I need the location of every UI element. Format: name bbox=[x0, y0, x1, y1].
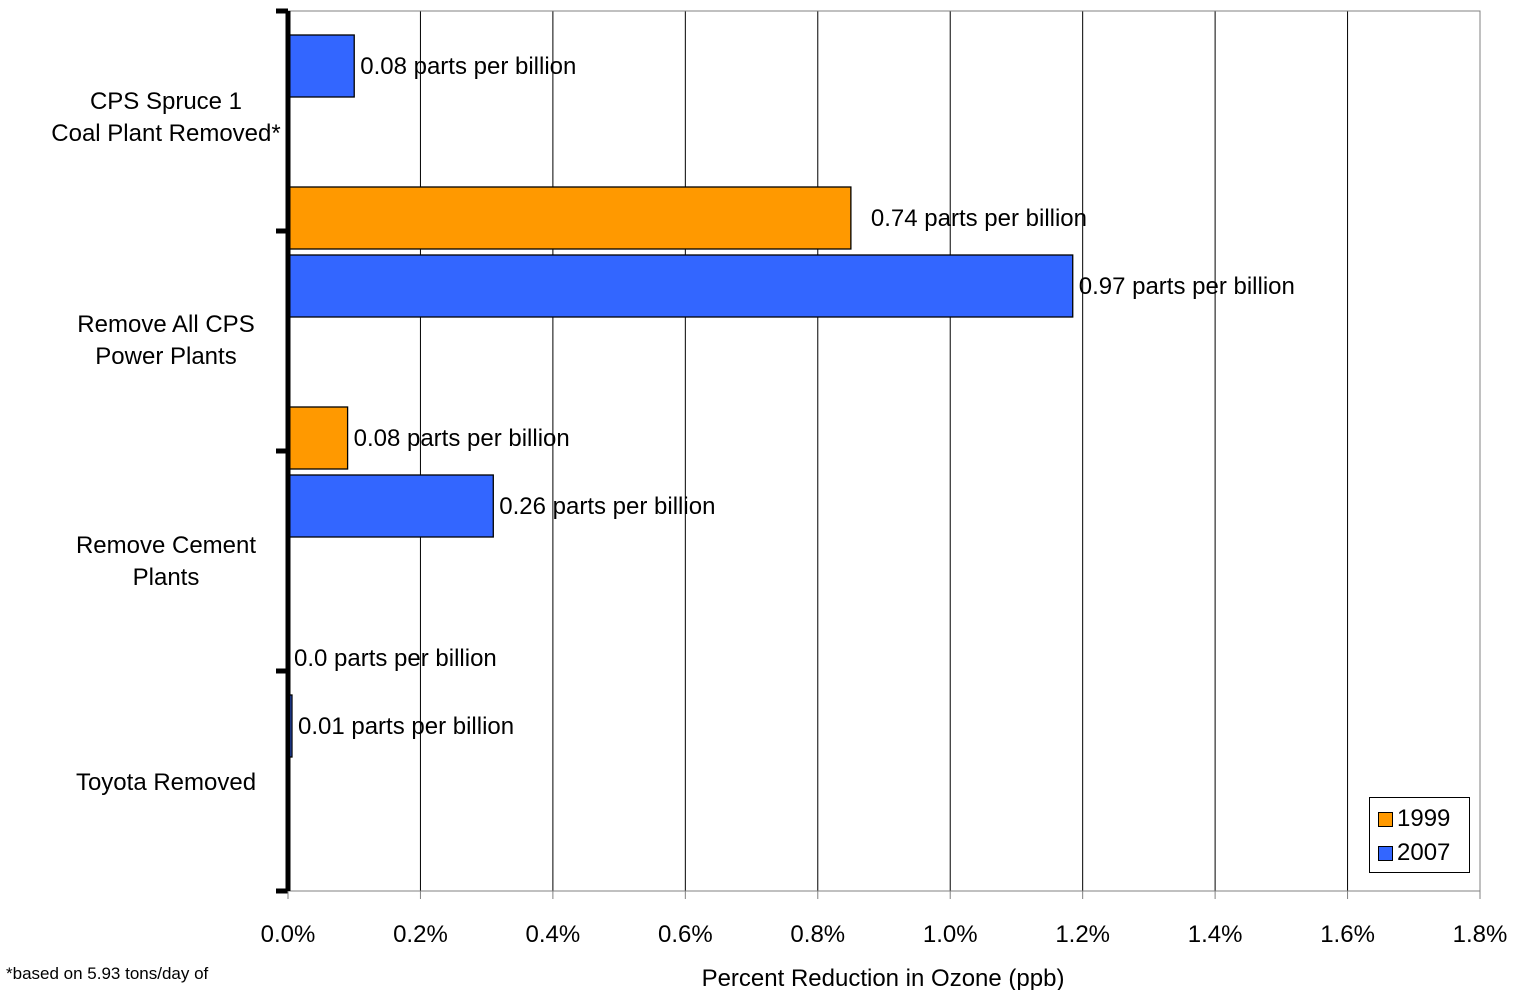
x-axis-title: Percent Reduction in Ozone (ppb) bbox=[702, 965, 1065, 990]
category-label: CPS Spruce 1 Coal Plant Removed* bbox=[51, 88, 281, 147]
x-tick-label: 0.8% bbox=[790, 921, 845, 948]
x-tick-label: 1.0% bbox=[923, 921, 978, 948]
bar-labels: 0.08 parts per billion 0.74 parts per bil… bbox=[294, 53, 1295, 740]
x-tick-label: 0.6% bbox=[658, 921, 713, 948]
bar-1999 bbox=[287, 186, 852, 250]
x-tick-label: 0.2% bbox=[393, 921, 448, 948]
legend-label-2007: 2007 bbox=[1397, 839, 1451, 866]
data-label: 0.97 parts per billion bbox=[1079, 273, 1295, 300]
data-label: 0.08 parts per billion bbox=[354, 425, 570, 452]
category-label: Remove All CPS Power Plants bbox=[77, 311, 255, 370]
axis bbox=[276, 8, 1481, 899]
data-label: 0.08 parts per billion bbox=[360, 53, 576, 80]
data-label: 0.01 parts per billion bbox=[298, 713, 514, 740]
legend-label-1999: 1999 bbox=[1397, 805, 1451, 832]
category-label: Toyota Removed bbox=[75, 769, 257, 796]
x-tick-label: 1.8% bbox=[1453, 921, 1508, 948]
x-tick-label: 1.6% bbox=[1320, 921, 1375, 948]
data-label: 0.0 parts per billion bbox=[294, 645, 497, 672]
legend: 1999 2007 bbox=[1369, 797, 1470, 873]
data-label: 0.74 parts per billion bbox=[871, 205, 1087, 232]
x-tick-label: 0.0% bbox=[261, 921, 316, 948]
bar-1999 bbox=[287, 406, 349, 470]
legend-swatch-2007 bbox=[1378, 845, 1393, 861]
bar-2007 bbox=[287, 474, 494, 538]
data-label: 0.26 parts per billion bbox=[499, 493, 715, 520]
x-tick-label: 1.2% bbox=[1055, 921, 1110, 948]
bars bbox=[287, 34, 1074, 758]
x-tick-label: 1.4% bbox=[1188, 921, 1243, 948]
category-label: Remove Cement Plants bbox=[75, 532, 257, 591]
gridlines bbox=[419, 11, 1481, 891]
legend-swatch-1999 bbox=[1378, 811, 1393, 827]
x-tick-labels: 0.0% 0.2% 0.4% 0.6% 0.8% 1.0% 1.2% 1.4% 1.6% 1.8%… bbox=[261, 921, 1508, 990]
legend-item-2007: 2007 bbox=[1378, 838, 1450, 868]
x-tick-label: 0.4% bbox=[526, 921, 581, 948]
legend-item-1999: 1999 bbox=[1378, 804, 1450, 834]
footnote: *based on 5.93 tons/day of bbox=[6, 964, 209, 983]
bar-2007 bbox=[287, 254, 1074, 318]
